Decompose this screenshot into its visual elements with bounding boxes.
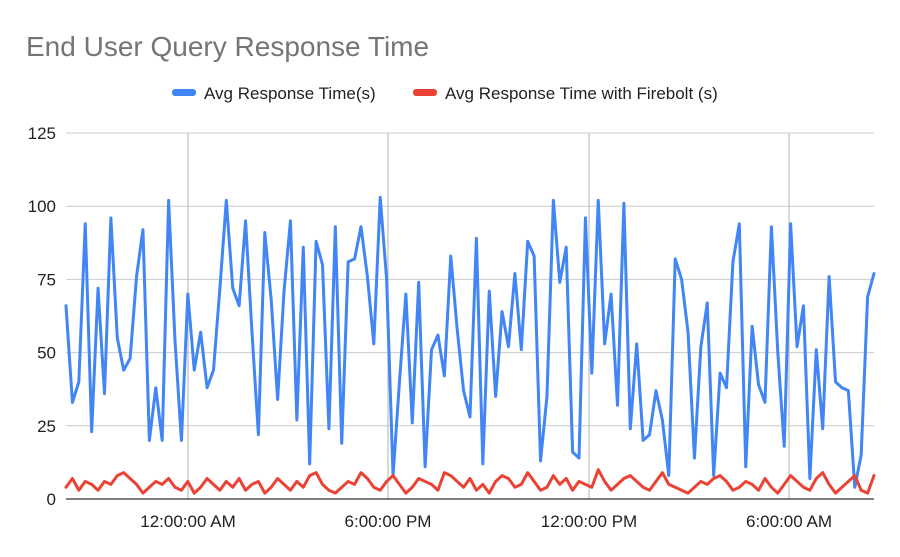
legend: Avg Response Time(s) Avg Response Time w…	[172, 84, 718, 103]
legend-label-firebolt: Avg Response Time with Firebolt (s)	[445, 84, 718, 103]
y-tick-label: 75	[37, 270, 56, 289]
x-tick-label: 6:00:00 AM	[746, 512, 832, 531]
x-tick-label: 6:00:00 PM	[345, 512, 432, 531]
legend-label-avg-response-time: Avg Response Time(s)	[204, 84, 376, 103]
series-line-avg-response-time	[64, 195, 876, 489]
y-axis: 0 25 50 75 100 125	[28, 124, 56, 509]
series-line-firebolt	[64, 468, 876, 495]
chart-title: End User Query Response Time	[26, 31, 429, 62]
y-tick-label: 100	[28, 197, 56, 216]
y-tick-label: 125	[28, 124, 56, 143]
y-tick-label: 50	[37, 344, 56, 363]
x-axis: 12:00:00 AM 6:00:00 PM 12:00:00 PM 6:00:00 …	[140, 512, 832, 531]
y-tick-label: 25	[37, 417, 56, 436]
legend-swatch-avg-response-time	[172, 89, 196, 96]
y-tick-label: 0	[47, 490, 56, 509]
x-tick-label: 12:00:00 AM	[140, 512, 235, 531]
series-lines	[64, 195, 876, 495]
legend-swatch-firebolt	[413, 89, 437, 96]
x-tick-label: 12:00:00 PM	[541, 512, 637, 531]
